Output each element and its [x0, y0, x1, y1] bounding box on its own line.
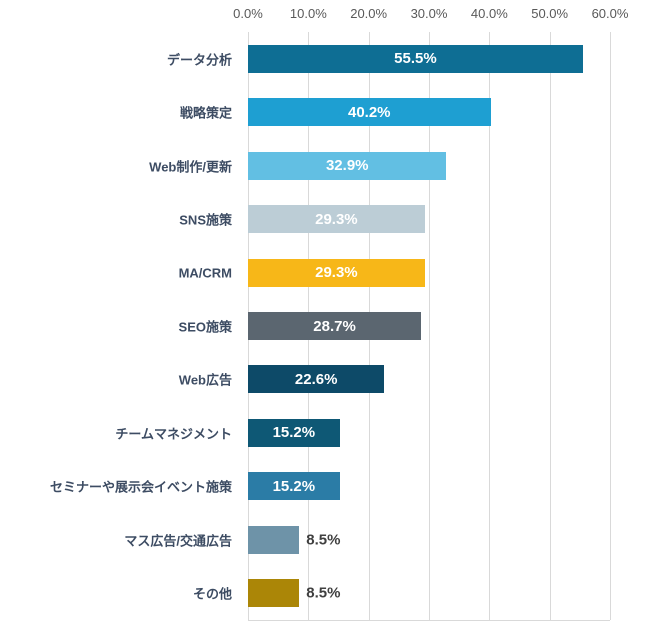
bar-value-label: 8.5%: [306, 584, 341, 602]
x-axis-tick-label: 40.0%: [470, 6, 508, 21]
gridline: [489, 32, 491, 620]
category-label: MA/CRM: [178, 265, 232, 281]
category-label: マス広告/交通広告: [124, 533, 232, 549]
x-axis-tick-label: 60.0%: [591, 6, 629, 21]
bar-value-label: 29.3%: [315, 264, 358, 282]
bar-value-label: 55.5%: [394, 50, 437, 68]
plot-area: 55.5% 40.2% 32.9% 29.3% 29.3% 28.7% 22.6% 15.2%…: [248, 32, 611, 621]
category-label: Web広告: [178, 372, 232, 388]
category-label: セミナーや展示会イベント施策: [49, 479, 232, 495]
bar-value-label: 29.3%: [315, 210, 358, 228]
category-label: 戦略策定: [179, 105, 232, 121]
bar-value-label: 28.7%: [313, 317, 356, 335]
bar: 29.3%: [248, 258, 425, 287]
bar-value-label: 15.2%: [272, 424, 316, 442]
category-label: SEO施策: [178, 319, 232, 335]
gridline: [610, 32, 611, 620]
bar-value-label: 32.9%: [325, 157, 369, 175]
bar: [248, 579, 300, 608]
bar-value-label: 40.2%: [347, 103, 391, 121]
bar-value-label: 22.6%: [294, 370, 338, 388]
x-axis-tick-label: 50.0%: [531, 6, 569, 21]
x-axis: 0.0% 10.0% 20.0% 30.0% 40.0% 50.0% 60.0%: [233, 6, 628, 26]
bar-value-label: 15.2%: [272, 477, 316, 495]
category-label: チームマネジメント: [115, 426, 232, 442]
x-axis-tick-label: 30.0%: [410, 6, 448, 21]
x-axis-tick-label: 10.0%: [289, 6, 327, 21]
category-label: その他: [192, 586, 232, 602]
gridline: [549, 32, 551, 620]
category-label: SNS施策: [179, 212, 232, 228]
bar: 40.2%: [248, 98, 491, 127]
bar: [248, 525, 300, 554]
category-labels: データ分析戦略策定 Web制作/更新 SNS施策 MA/CRM SEO施策 Web広告チー…: [0, 32, 240, 620]
category-label: データ分析: [166, 52, 232, 68]
bar: 22.6%: [248, 365, 385, 394]
bar: 15.2%: [248, 472, 340, 501]
x-axis-tick-label: 20.0%: [350, 6, 388, 21]
gridline: [429, 32, 430, 620]
bar: 55.5%: [248, 44, 583, 73]
category-label: Web制作/更新: [149, 159, 232, 175]
bar-value-label: 8.5%: [306, 531, 341, 549]
bar: 29.3%: [248, 205, 425, 234]
bar: 32.9%: [248, 151, 447, 180]
bar: 15.2%: [248, 418, 340, 447]
bar: 28.7%: [248, 312, 422, 340]
x-axis-tick-label: 0.0%: [233, 6, 263, 21]
